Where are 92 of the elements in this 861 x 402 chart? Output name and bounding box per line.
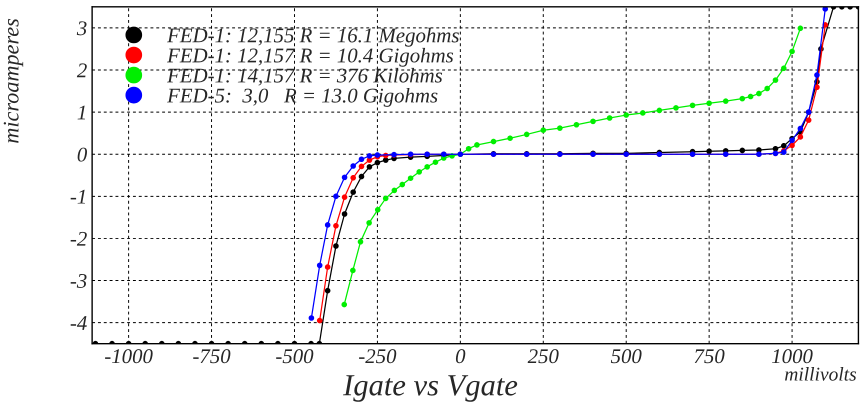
legend-label: FED-1: 12,157 R = 10.4 Gigohms: [167, 48, 454, 67]
point: [789, 142, 795, 148]
x-tick-label: 0: [456, 349, 466, 364]
point: [623, 112, 629, 118]
legend-label: FED-1: 14,157 R = 376 Kilohms: [167, 68, 442, 86]
point: [798, 126, 804, 132]
point: [424, 164, 430, 170]
x-tick-label: 250: [528, 349, 559, 364]
text: Igate vs Vgate: [342, 375, 518, 402]
point: [333, 194, 339, 200]
point: [740, 148, 746, 154]
point: [540, 127, 546, 133]
point: [806, 117, 812, 123]
x-axis-title: millivolts: [785, 367, 856, 381]
point: [358, 164, 364, 170]
point: [350, 268, 356, 274]
point: [722, 98, 729, 104]
point: [350, 175, 356, 181]
legend-label: FED-5: 3,0 R = 13.0 Gigohms: [167, 88, 438, 107]
point: [324, 222, 330, 228]
point: [507, 135, 513, 141]
point: [798, 26, 804, 32]
x-tick-label: -250: [359, 349, 396, 364]
x-tick-label: 1000: [772, 349, 813, 364]
point: [382, 196, 388, 202]
y-tick-label: -1: [70, 190, 86, 204]
point: [400, 182, 406, 188]
point: [358, 156, 364, 162]
x-tick-label: 500: [610, 349, 642, 364]
point: [358, 174, 364, 180]
y-tick-label: 1: [78, 106, 86, 120]
point: [333, 243, 339, 249]
point: [416, 169, 422, 175]
point: [748, 94, 754, 100]
point: [574, 122, 580, 128]
point: [673, 105, 679, 111]
point: [640, 110, 646, 116]
y-axis-title: microamperes: [4, 18, 24, 143]
x-tick-label: -1000: [105, 349, 153, 364]
point: [342, 174, 348, 180]
point: [814, 72, 820, 78]
point: [706, 100, 712, 106]
point: [342, 194, 348, 200]
point: [590, 118, 596, 124]
point: [764, 86, 770, 92]
point: [316, 318, 322, 324]
point: [756, 90, 762, 96]
point: [316, 262, 322, 268]
point: [408, 175, 414, 181]
point: [557, 125, 563, 131]
point: [656, 108, 662, 114]
point: [350, 189, 356, 195]
y-tick-label: 2: [76, 63, 87, 78]
point: [374, 160, 380, 166]
y-tick-label: -4: [70, 316, 87, 330]
point: [474, 142, 480, 148]
point: [392, 188, 398, 194]
legend-label: FED-1: 12,155 R = 16.1 Megohms: [167, 28, 459, 47]
point: [341, 302, 348, 308]
point: [789, 48, 795, 54]
point: [366, 220, 372, 226]
point: [382, 157, 388, 163]
point: [358, 239, 364, 245]
x-tick-label: -500: [276, 349, 314, 364]
point: [772, 77, 778, 83]
point: [374, 207, 381, 213]
point: [606, 115, 612, 121]
point: [781, 143, 787, 149]
point: [706, 148, 712, 154]
point: [798, 134, 804, 140]
point: [490, 138, 496, 144]
point: [814, 84, 820, 90]
point: [366, 164, 372, 170]
y-tick-label: 3: [76, 21, 87, 36]
point: [308, 315, 314, 321]
point: [781, 66, 787, 72]
point: [466, 146, 472, 152]
point: [342, 211, 348, 217]
point: [740, 96, 746, 102]
point: [324, 264, 330, 270]
point: [524, 132, 530, 138]
point: [432, 159, 438, 165]
point: [324, 288, 330, 294]
point: [333, 223, 339, 229]
y-tick-label: -3: [70, 274, 87, 288]
y-tick-label: 0: [78, 148, 87, 162]
point: [366, 153, 372, 159]
point: [350, 163, 356, 169]
y-tick-label: -2: [70, 232, 87, 246]
point: [690, 102, 696, 108]
x-tick-label: -750: [193, 349, 230, 364]
x-tick-label: 750: [694, 349, 724, 364]
